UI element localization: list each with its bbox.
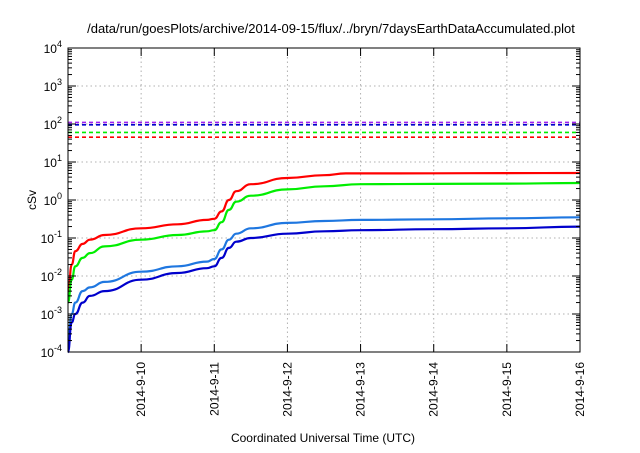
x-tick-label: 2014-9-14	[427, 362, 441, 417]
reference-lines	[68, 121, 580, 138]
y-tick-label: 10-3	[41, 305, 62, 322]
series-line	[66, 171, 581, 297]
axis-ticks	[68, 47, 581, 353]
x-tick-label: 2014-9-10	[134, 362, 148, 417]
x-axis-label: Coordinated Universal Time (UTC)	[231, 431, 415, 445]
y-tick-label: 103	[44, 77, 62, 94]
series-lines	[66, 171, 581, 354]
y-tick-label: 10-2	[41, 267, 62, 284]
chart-title: /data/run/goesPlots/archive/2014-09-15/f…	[87, 21, 575, 36]
series-line	[66, 181, 581, 304]
grid	[68, 48, 580, 352]
y-tick-label: 100	[44, 191, 62, 208]
x-tick-label: 2014-9-13	[354, 362, 368, 417]
y-tick-labels: 10-4 10-3 10-2 10-1 100 101 102 103 104	[41, 39, 62, 360]
series-line	[66, 216, 581, 342]
y-axis-label: cSv	[25, 190, 39, 210]
y-tick-label: 10-4	[41, 343, 62, 360]
x-tick-label: 2014-9-15	[500, 362, 514, 417]
x-tick-label: 2014-9-16	[573, 362, 587, 417]
x-tick-label: 2014-9-11	[207, 362, 221, 416]
y-tick-label: 10-1	[41, 229, 62, 246]
y-tick-label: 102	[44, 115, 62, 132]
series-line	[66, 225, 581, 354]
x-tick-label: 2014-9-12	[280, 362, 294, 417]
y-tick-label: 101	[44, 153, 62, 170]
y-tick-label: 104	[44, 39, 62, 56]
x-tick-labels: 2014-9-10 2014-9-11 2014-9-12 2014-9-13 2014…	[134, 362, 587, 417]
